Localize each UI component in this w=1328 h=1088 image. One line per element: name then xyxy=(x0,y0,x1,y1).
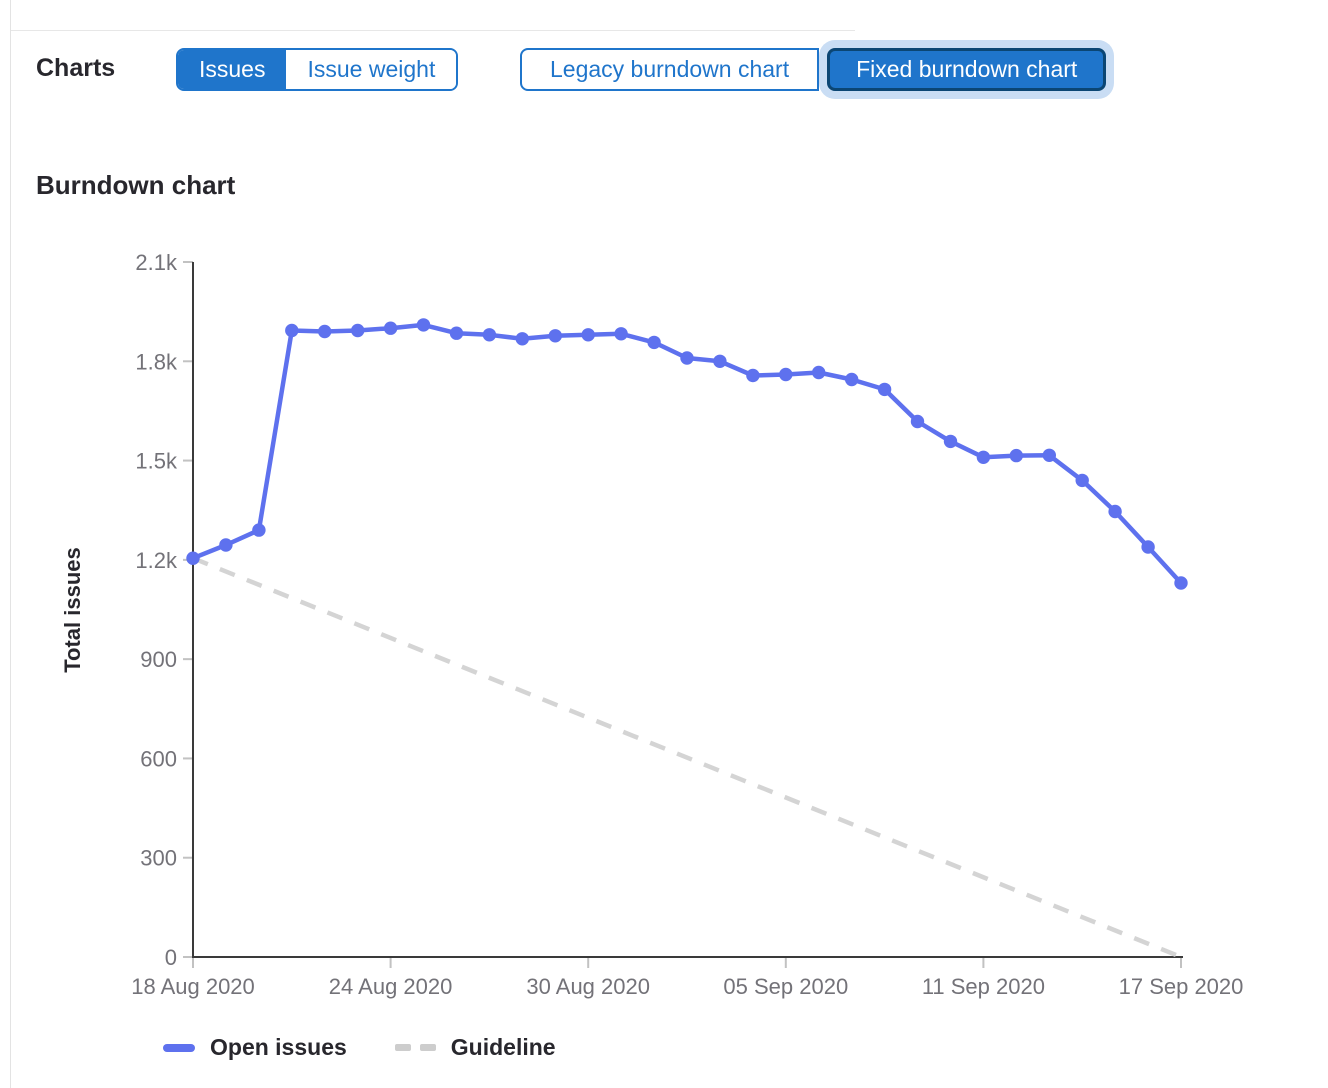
guideline-dashed-swatch-icon xyxy=(394,1044,436,1051)
issue-type-toggle: Issues Issue weight xyxy=(176,48,459,91)
svg-text:18 Aug 2020: 18 Aug 2020 xyxy=(131,974,255,999)
svg-text:24 Aug 2020: 24 Aug 2020 xyxy=(329,974,453,999)
svg-text:900: 900 xyxy=(140,647,177,672)
legend-label: Open issues xyxy=(210,1034,347,1060)
sidebar-border xyxy=(10,0,11,1088)
svg-text:300: 300 xyxy=(140,846,177,871)
svg-text:0: 0 xyxy=(165,945,177,970)
chart-type-toggle: Legacy burndown chart Fixed burndown cha… xyxy=(520,48,1107,91)
charts-label: Charts xyxy=(36,54,116,82)
toggle-issues-button[interactable]: Issues xyxy=(178,50,287,89)
svg-text:600: 600 xyxy=(140,746,177,771)
legacy-burndown-chart-button[interactable]: Legacy burndown chart xyxy=(520,48,820,91)
open-issues-line-swatch-icon xyxy=(163,1043,195,1052)
svg-text:1.5k: 1.5k xyxy=(135,449,178,474)
legend-label: Guideline xyxy=(450,1034,556,1060)
fixed-burndown-chart-button[interactable]: Fixed burndown chart xyxy=(827,48,1107,91)
page-title: Burndown chart xyxy=(36,170,236,200)
svg-text:1.8k: 1.8k xyxy=(135,349,178,374)
svg-text:1.2k: 1.2k xyxy=(135,548,178,573)
svg-text:Total issues: Total issues xyxy=(60,547,85,673)
svg-text:30 Aug 2020: 30 Aug 2020 xyxy=(526,974,650,999)
svg-text:11 Sep 2020: 11 Sep 2020 xyxy=(922,974,1045,999)
svg-text:2.1k: 2.1k xyxy=(135,250,178,275)
toggle-issue-weight-button[interactable]: Issue weight xyxy=(286,50,457,89)
header-divider xyxy=(11,30,855,31)
svg-text:05 Sep 2020: 05 Sep 2020 xyxy=(723,974,848,999)
legend-item-guideline[interactable]: Guideline xyxy=(394,1034,556,1061)
legend-item-open-issues[interactable]: Open issues xyxy=(163,1034,347,1061)
chart-legend: Open issues Guideline xyxy=(163,1034,556,1061)
svg-text:17 Sep 2020: 17 Sep 2020 xyxy=(1119,974,1244,999)
burndown-chart-canvas[interactable]: 0 300 600 900 1.2k 1.5k 1.8k 2.1k 18 Aug 2020 24 … xyxy=(0,230,1328,1020)
